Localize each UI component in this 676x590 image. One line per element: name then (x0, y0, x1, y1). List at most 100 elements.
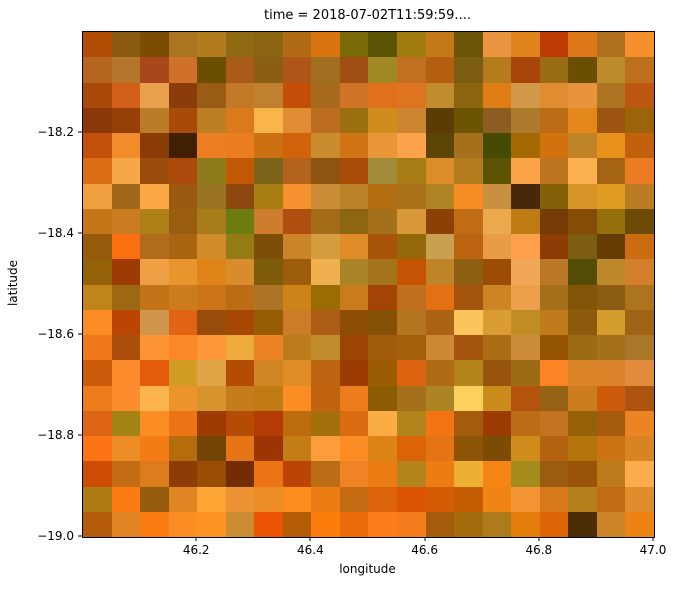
heatmap-cell (368, 284, 398, 310)
heatmap-cell (368, 208, 398, 234)
heatmap-cell (225, 461, 255, 487)
x-tick-mark (538, 537, 540, 541)
heatmap-cell (111, 511, 141, 537)
heatmap-cell (83, 183, 112, 209)
heatmap-cell (454, 360, 483, 386)
heatmap-cell (425, 360, 455, 386)
heatmap-cell (197, 410, 226, 436)
heatmap-cell (482, 82, 512, 108)
heatmap-cell (197, 158, 226, 184)
heatmap-cell (282, 436, 312, 462)
heatmap-cell (225, 234, 255, 260)
heatmap-cell (311, 461, 340, 487)
heatmap-cell (225, 385, 255, 411)
heatmap-cell (168, 461, 198, 487)
heatmap-cell (311, 360, 340, 386)
heatmap-cell (596, 511, 626, 537)
heatmap-cell (140, 234, 169, 260)
heatmap-cell (168, 208, 198, 234)
heatmap-cell (625, 234, 654, 260)
heatmap-cell (397, 309, 426, 335)
heatmap-cell (482, 486, 512, 512)
heatmap-cell (140, 107, 169, 133)
heatmap-cell (596, 183, 626, 209)
heatmap-cell (368, 436, 398, 462)
heatmap-cell (539, 234, 569, 260)
heatmap-cell (368, 133, 398, 159)
heatmap-cell (140, 259, 169, 285)
heatmap-cell (225, 133, 255, 159)
heatmap-cell (397, 183, 426, 209)
heatmap-cell (397, 410, 426, 436)
heatmap-cell (83, 410, 112, 436)
heatmap-cell (539, 107, 569, 133)
heatmap-cell (311, 158, 340, 184)
heatmap-cell (140, 208, 169, 234)
heatmap-cell (311, 309, 340, 335)
heatmap-cell (482, 158, 512, 184)
heatmap-cell (282, 208, 312, 234)
heatmap-cell (425, 259, 455, 285)
heatmap-cell (368, 335, 398, 361)
heatmap-cell (482, 234, 512, 260)
heatmap-cell (282, 107, 312, 133)
heatmap-cell (168, 133, 198, 159)
heatmap-cell (339, 32, 369, 58)
x-axis-label: longitude (339, 562, 396, 576)
heatmap-cell (83, 107, 112, 133)
heatmap-cell (197, 208, 226, 234)
heatmap-cell (368, 107, 398, 133)
heatmap-cell (425, 234, 455, 260)
heatmap-cell (511, 410, 540, 436)
heatmap-cell (596, 436, 626, 462)
heatmap-cell (311, 82, 340, 108)
heatmap-cell (625, 385, 654, 411)
heatmap-grid (83, 32, 654, 537)
heatmap-cell (454, 410, 483, 436)
heatmap-cell (311, 385, 340, 411)
y-tick-mark (78, 535, 82, 537)
heatmap-cell (339, 511, 369, 537)
heatmap-cell (168, 511, 198, 537)
heatmap-cell (254, 385, 283, 411)
heatmap-cell (454, 57, 483, 83)
heatmap-cell (225, 183, 255, 209)
heatmap-cell (311, 486, 340, 512)
heatmap-cell (254, 410, 283, 436)
heatmap-cell (197, 82, 226, 108)
heatmap-cell (482, 183, 512, 209)
heatmap-cell (168, 107, 198, 133)
y-tick-label: −18.8 (37, 428, 74, 442)
heatmap-cell (197, 133, 226, 159)
heatmap-cell (140, 385, 169, 411)
heatmap-cell (225, 32, 255, 58)
heatmap-cell (454, 133, 483, 159)
heatmap-cell (83, 57, 112, 83)
heatmap-cell (397, 82, 426, 108)
heatmap-cell (111, 284, 141, 310)
heatmap-cell (311, 183, 340, 209)
heatmap-cell (197, 309, 226, 335)
heatmap-cell (111, 385, 141, 411)
heatmap-cell (83, 208, 112, 234)
heatmap-cell (625, 158, 654, 184)
heatmap-cell (568, 234, 597, 260)
heatmap-cell (397, 133, 426, 159)
heatmap-cell (425, 511, 455, 537)
heatmap-cell (454, 284, 483, 310)
heatmap-cell (83, 309, 112, 335)
heatmap-cell (596, 57, 626, 83)
heatmap-cell (482, 32, 512, 58)
heatmap-cell (311, 234, 340, 260)
heatmap-cell (454, 208, 483, 234)
heatmap-cell (568, 133, 597, 159)
heatmap-cell (482, 385, 512, 411)
heatmap-cell (254, 133, 283, 159)
x-tick-mark (652, 537, 654, 541)
heatmap-cell (368, 82, 398, 108)
heatmap-cell (596, 410, 626, 436)
heatmap-cell (368, 32, 398, 58)
heatmap-cell (511, 107, 540, 133)
heatmap-cell (83, 133, 112, 159)
heatmap-cell (254, 511, 283, 537)
